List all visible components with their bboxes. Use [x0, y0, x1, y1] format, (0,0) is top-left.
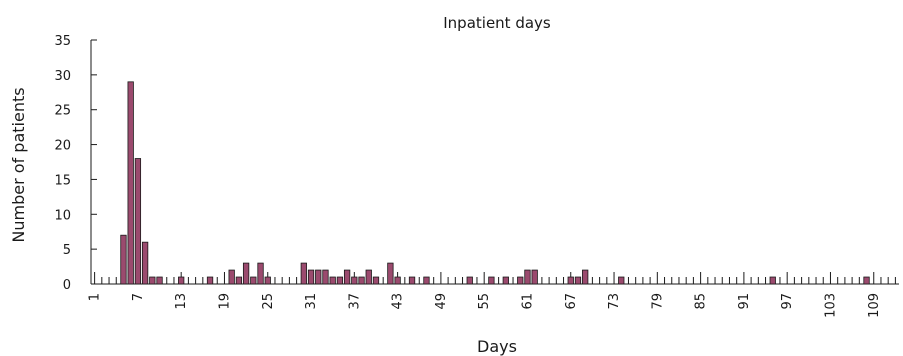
y-axis-label: Number of patients — [9, 87, 28, 242]
y-tick-label: 25 — [54, 104, 71, 119]
bar — [582, 269, 589, 285]
x-tick-label: 79 — [650, 293, 665, 310]
x-tick-label: 1 — [88, 293, 103, 301]
bar — [531, 269, 538, 285]
x-tick-label: 61 — [520, 293, 535, 310]
bar — [387, 262, 394, 285]
bar — [502, 276, 509, 285]
x-axis: 1 7 13 19 25 31 37 43 49 55 61 67 73 79 85 91 97 103 109 — [88, 272, 899, 318]
bar — [120, 234, 127, 285]
bar — [394, 276, 401, 285]
chart-title: Inpatient days — [443, 14, 551, 32]
x-tick-label: 49 — [434, 293, 449, 310]
x-tick-label: 97 — [780, 293, 795, 310]
bar — [141, 241, 149, 285]
y-tick-label: 10 — [54, 208, 71, 223]
bar — [250, 276, 257, 285]
bar — [149, 276, 156, 285]
y-axis: 0 5 10 15 20 25 30 35 — [54, 34, 97, 293]
x-tick-label: 103 — [823, 293, 838, 318]
y-tick-label: 30 — [54, 69, 71, 84]
bar — [488, 276, 495, 285]
bar — [307, 269, 315, 285]
bar — [466, 276, 473, 285]
y-tick-label: 20 — [54, 139, 71, 154]
x-tick-label: 13 — [174, 293, 189, 310]
bar — [264, 276, 271, 285]
bar — [329, 276, 336, 285]
bar — [178, 276, 185, 285]
bar — [343, 269, 351, 285]
x-tick-label: 67 — [564, 293, 579, 310]
bar — [517, 276, 524, 285]
bar — [372, 276, 380, 285]
bar — [336, 276, 344, 285]
bar — [127, 81, 134, 285]
x-tick-label: 31 — [304, 293, 319, 310]
bar — [358, 276, 365, 285]
x-tick-label: 109 — [867, 293, 882, 318]
x-tick-label: 19 — [217, 293, 232, 310]
bar — [228, 269, 235, 285]
bar — [206, 276, 214, 285]
bar — [134, 158, 142, 285]
y-tick-label: 35 — [54, 34, 71, 49]
bar — [257, 262, 264, 285]
bar — [156, 276, 163, 285]
bar — [300, 262, 307, 285]
bar — [423, 276, 430, 285]
x-tick-label: 7 — [131, 293, 146, 301]
bar — [769, 276, 776, 285]
bar — [574, 276, 582, 285]
x-tick-label: 73 — [607, 293, 622, 310]
bar — [322, 269, 329, 285]
bar — [242, 262, 250, 285]
x-tick-label: 85 — [694, 293, 709, 310]
x-tick-label: 91 — [737, 293, 752, 310]
y-tick-label: 15 — [54, 173, 71, 188]
bar — [863, 276, 870, 285]
bar — [567, 276, 574, 285]
x-tick-label: 43 — [391, 293, 406, 310]
bar — [365, 269, 372, 285]
bar — [408, 276, 416, 285]
x-tick-label: 37 — [347, 293, 362, 310]
bar — [235, 276, 243, 285]
bar — [524, 269, 531, 285]
x-axis-label: Days — [477, 337, 517, 356]
y-tick-label: 5 — [63, 243, 71, 258]
x-tick-label: 25 — [261, 293, 276, 310]
x-tick-label: 55 — [477, 293, 492, 310]
bars — [120, 81, 870, 285]
bar — [618, 276, 625, 285]
bar — [315, 269, 322, 285]
y-tick-label: 0 — [63, 278, 71, 293]
bar — [351, 276, 358, 285]
